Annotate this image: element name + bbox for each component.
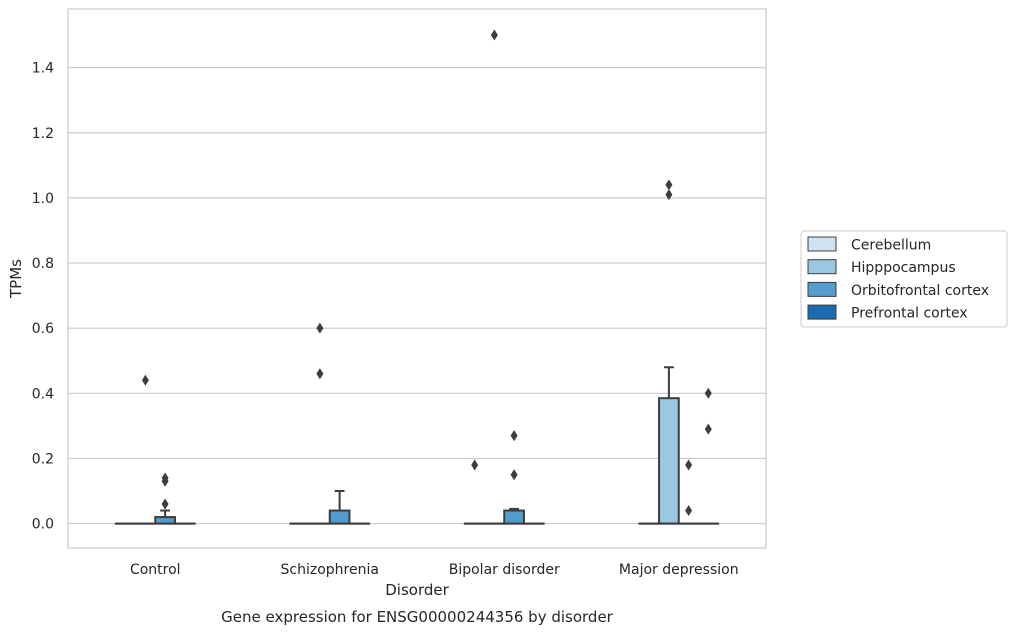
y-tick-label: 0.2	[32, 451, 54, 467]
x-tick-labels: Control Schizophrenia Bipolar disorder Majo…	[130, 562, 739, 578]
legend-frame	[800, 230, 1008, 328]
outlier-point	[510, 469, 518, 481]
legend-label: Prefrontal cortex	[851, 306, 968, 322]
plot-frame	[67, 8, 767, 549]
outlier-point	[510, 430, 518, 442]
outlier-point	[316, 322, 324, 334]
y-tick-label: 0.8	[32, 256, 54, 272]
outlier-point	[161, 498, 169, 510]
legend-label: Orbitofrontal cortex	[851, 283, 989, 299]
box-body	[503, 509, 525, 525]
chart-caption: Gene expression for ENSG00000244356 by d…	[221, 608, 614, 626]
legend-swatch	[807, 281, 837, 297]
x-tick-label: Schizophrenia	[281, 562, 379, 578]
legend: Cerebellum Hipppocampus Orbitofrontal cort…	[800, 230, 1008, 328]
box	[697, 387, 720, 525]
legend-swatch	[807, 304, 837, 320]
legend-swatch	[807, 259, 837, 275]
y-tick-label: 0.4	[32, 386, 54, 402]
outlier-point	[490, 29, 498, 41]
outlier-point	[685, 505, 693, 517]
outlier-point	[141, 374, 149, 386]
outlier-point	[704, 423, 712, 435]
outlier-point	[665, 189, 673, 201]
box-body	[328, 509, 351, 525]
outlier-point	[471, 459, 479, 471]
y-tick-label: 0.0	[32, 517, 54, 533]
legend-label: Cerebellum	[851, 238, 931, 254]
outlier-point	[665, 179, 673, 191]
box	[503, 430, 525, 525]
box	[154, 472, 176, 525]
legend-label: Hipppocampus	[851, 260, 956, 276]
outlier-point	[161, 472, 169, 484]
box-body	[658, 397, 680, 525]
outlier-point	[316, 368, 324, 380]
legend-swatch	[807, 236, 837, 252]
y-tick-labels: 0.0 0.2 0.4 0.6 0.8 1.0 1.2 1.4	[32, 61, 54, 533]
outlier-point	[685, 459, 693, 471]
y-tick-label: 1.4	[32, 61, 54, 77]
y-axis-title: TPMs	[7, 259, 25, 299]
box-series	[114, 29, 720, 525]
box	[328, 490, 351, 525]
y-tick-label: 1.2	[32, 126, 54, 142]
box	[463, 459, 486, 525]
y-tick-label: 0.6	[32, 321, 54, 337]
x-tick-label: Bipolar disorder	[449, 562, 560, 578]
x-axis-title: Disorder	[385, 581, 449, 599]
box	[658, 179, 680, 525]
x-tick-label: Major depression	[619, 562, 739, 578]
x-tick-label: Control	[130, 562, 181, 578]
y-tick-label: 1.0	[32, 191, 54, 207]
outlier-point	[704, 387, 712, 399]
